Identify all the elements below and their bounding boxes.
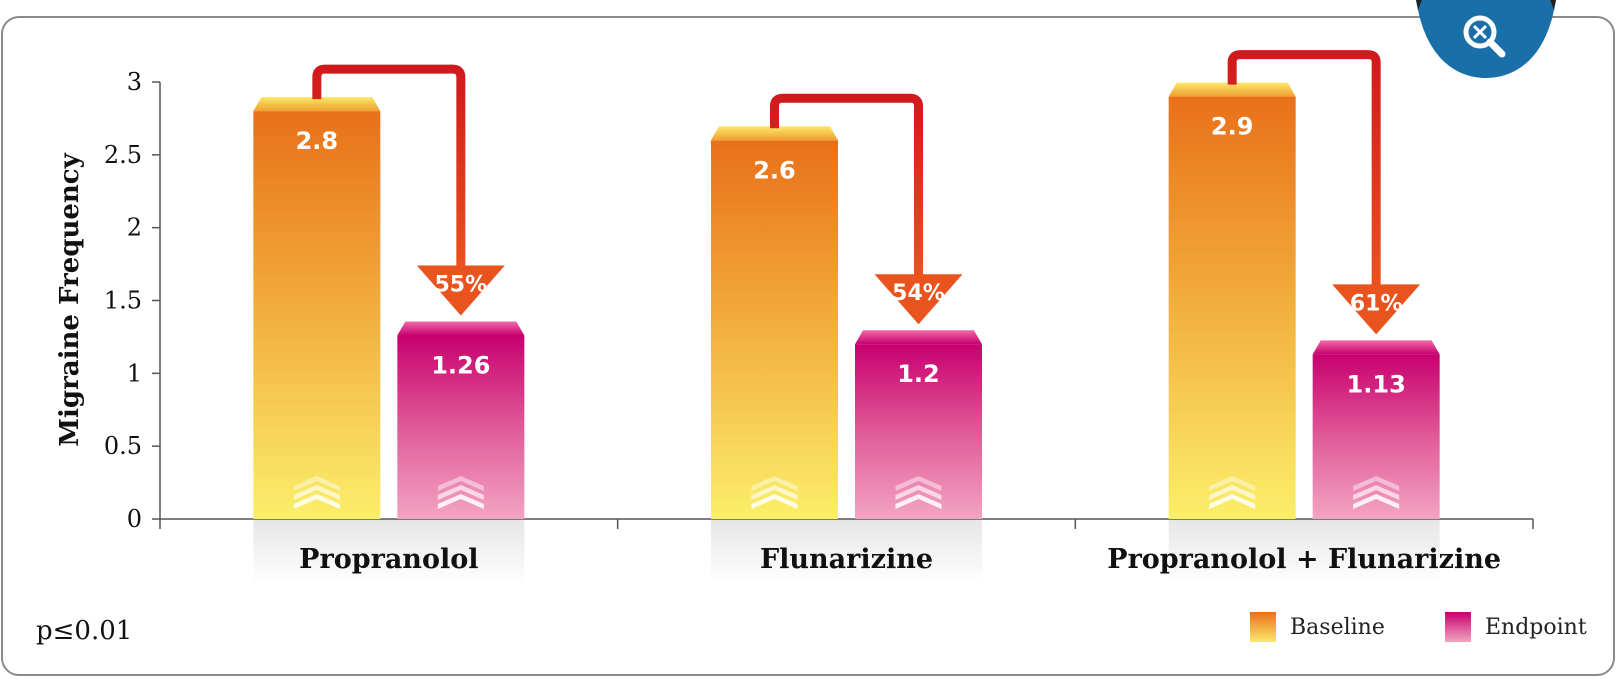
data-label-endpoint: 1.26 (431, 351, 490, 379)
chevron-up-icon (1209, 485, 1256, 500)
chevron-up-icon (437, 476, 484, 491)
bar-cap-endpoint-2 (1312, 340, 1440, 355)
y-tick-label: 1.5 (104, 287, 142, 315)
data-label-endpoint: 1.2 (897, 360, 940, 388)
chevron-up-icon (751, 476, 798, 491)
chevron-up-icon (1353, 485, 1400, 500)
chevron-up-icon (1209, 494, 1256, 509)
category-floor-shadow (711, 519, 982, 585)
chevron-up-icon (751, 485, 798, 500)
bar-cap-endpoint-1 (855, 330, 982, 345)
bar-cap-baseline-1 (711, 126, 838, 141)
legend-label-endpoint: Endpoint (1485, 614, 1587, 640)
legend-item-endpoint: Endpoint (1445, 612, 1587, 642)
y-tick-label: 1 (127, 359, 142, 387)
y-tick-label: 2.5 (104, 141, 142, 169)
y-tick-label: 0.5 (104, 432, 142, 460)
reduction-arrow-line (770, 93, 923, 277)
bar-cap-endpoint-0 (397, 321, 525, 336)
y-tick-label: 2 (127, 214, 142, 242)
chevron-up-icon (293, 494, 340, 509)
bar-endpoint-2 (1312, 354, 1440, 519)
data-label-baseline: 2.9 (1211, 113, 1254, 141)
chevron-up-icon (895, 494, 942, 509)
legend-swatch-baseline (1250, 612, 1276, 642)
reduction-arrow-head (416, 265, 505, 316)
y-axis-title: Migraine Frequency (55, 152, 85, 446)
data-label-baseline: 2.6 (753, 156, 796, 184)
reduction-arrow-head (1332, 284, 1421, 335)
legend-item-baseline: Baseline (1250, 612, 1385, 642)
zoom-out-magnifier-icon (1463, 15, 1506, 58)
chevron-up-icon (751, 494, 798, 509)
data-label-endpoint: 1.13 (1347, 370, 1406, 398)
reduction-percent-label: 55% (434, 272, 487, 297)
x-category-label: Flunarizine (760, 544, 933, 575)
y-tick-label: 0 (127, 505, 142, 533)
reduction-arrow-line (312, 64, 466, 268)
reduction-arrow-head (874, 274, 963, 325)
chevron-up-icon (437, 485, 484, 500)
chevron-up-icon (1209, 476, 1256, 491)
bar-cap-baseline-2 (1168, 82, 1296, 97)
x-category-label: Propranolol (299, 544, 478, 575)
reduction-arrow-line (1227, 50, 1381, 287)
bar-baseline-2 (1168, 96, 1296, 520)
chevron-up-icon (293, 485, 340, 500)
legend-swatch-endpoint (1445, 612, 1471, 642)
significance-note: p≤0.01 (36, 616, 133, 646)
x-category-label: Propranolol + Flunarizine (1107, 544, 1501, 575)
chevron-up-icon (1353, 476, 1400, 491)
y-tick-label: 3 (127, 68, 142, 96)
chevron-up-icon (437, 494, 484, 509)
data-label-baseline: 2.8 (296, 127, 339, 155)
bar-baseline-0 (253, 111, 381, 519)
zoom-button[interactable] (1416, 0, 1556, 80)
reduction-percent-label: 61% (1350, 291, 1403, 316)
bar-cap-baseline-0 (253, 97, 381, 112)
chevron-up-icon (895, 476, 942, 491)
reduction-percent-label: 54% (892, 281, 945, 306)
chevron-up-icon (1353, 494, 1400, 509)
category-floor-shadow (1168, 519, 1440, 585)
chevron-up-icon (293, 476, 340, 491)
legend-label-baseline: Baseline (1290, 614, 1385, 640)
chevron-up-icon (895, 485, 942, 500)
category-floor-shadow (253, 519, 525, 585)
bar-baseline-1 (711, 140, 838, 519)
